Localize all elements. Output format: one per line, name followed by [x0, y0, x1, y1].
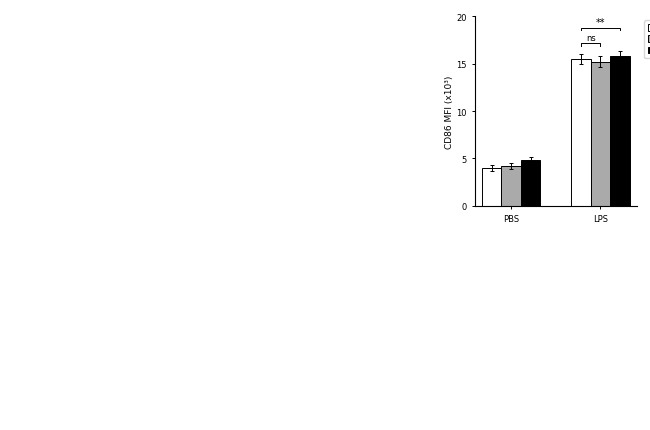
Legend: DMSO, 5 μg/mL, 10 μg/mL: DMSO, 5 μg/mL, 10 μg/mL	[644, 22, 650, 59]
Bar	[501, 167, 521, 206]
Y-axis label: CD86 MFI (x10³): CD86 MFI (x10³)	[445, 75, 454, 148]
Bar	[591, 63, 610, 206]
Bar	[482, 169, 501, 206]
Text: **: **	[595, 18, 605, 28]
Text: ns: ns	[586, 34, 595, 43]
Bar	[521, 161, 540, 206]
Bar	[610, 57, 630, 206]
Bar	[571, 60, 591, 206]
